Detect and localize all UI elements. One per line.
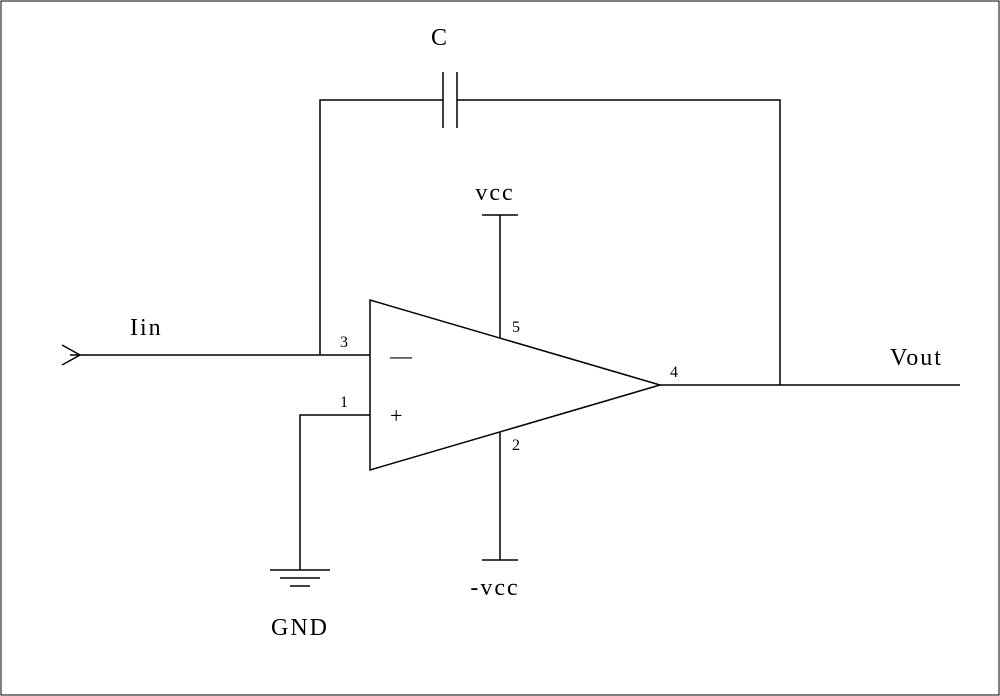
- opamp-plus-sign: +: [390, 403, 404, 428]
- label-pin4: 4: [670, 364, 680, 381]
- label-c: C: [431, 25, 449, 51]
- wire-pos-to-gnd: [300, 415, 370, 570]
- wire-feedback-right: [457, 100, 780, 385]
- label-iin: Iin: [130, 315, 163, 341]
- label-vout: Vout: [890, 345, 943, 371]
- label-pin2: 2: [512, 437, 522, 454]
- label-pin1: 1: [340, 394, 350, 411]
- label-vcc: vcc: [475, 180, 514, 206]
- opamp-minus-sign: —: [389, 343, 414, 368]
- label-pin3: 3: [340, 334, 350, 351]
- label-pin5: 5: [512, 319, 522, 336]
- label-gnd: GND: [271, 615, 329, 641]
- circuit-diagram: — + C vcc -vcc Iin Vout GND 1 2 3 4 5: [0, 0, 1000, 696]
- label-nvcc: -vcc: [470, 575, 519, 601]
